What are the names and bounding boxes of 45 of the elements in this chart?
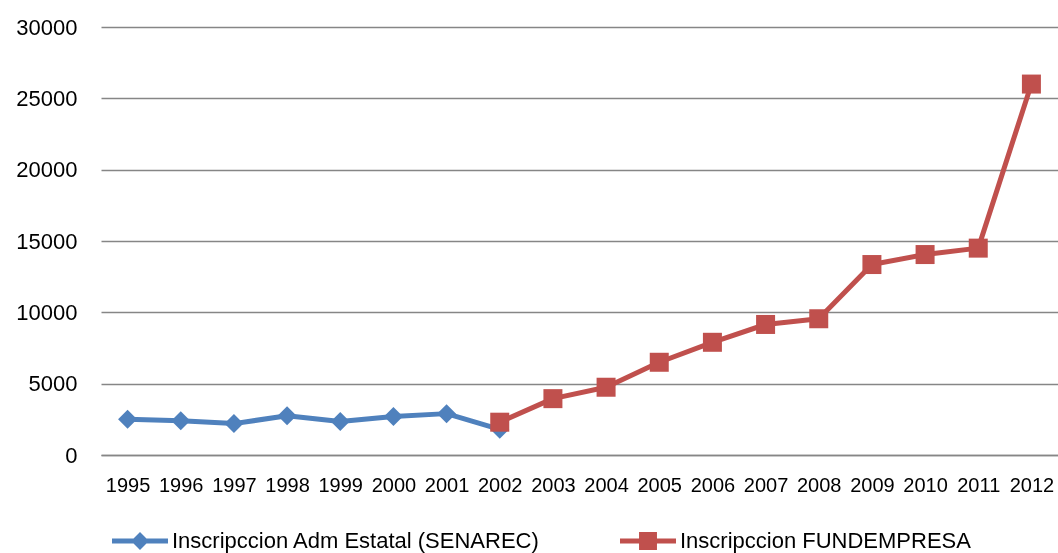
x-tick-label: 2004	[584, 473, 629, 496]
y-tick-label: 30000	[16, 14, 78, 40]
x-tick-label: 2006	[690, 473, 736, 496]
point	[596, 377, 616, 397]
point	[330, 411, 350, 431]
x-tick-label: 2007	[743, 473, 789, 496]
point	[915, 245, 935, 265]
point	[224, 414, 244, 434]
point	[437, 404, 457, 424]
point	[649, 352, 669, 372]
y-tick-label: 25000	[16, 85, 78, 111]
y-tick-label: 15000	[16, 228, 78, 254]
x-tick-label: 2008	[797, 473, 842, 496]
x-tick-label: 2001	[424, 473, 470, 496]
point	[383, 406, 403, 426]
point	[809, 309, 829, 329]
x-tick-label: 1997	[212, 473, 257, 496]
x-tick-label: 1996	[159, 473, 204, 496]
x-tick-label: 2005	[637, 473, 682, 496]
point	[1021, 74, 1041, 94]
x-tick-label: 2011	[957, 473, 1001, 496]
point	[490, 412, 510, 432]
x-tick-label: 2003	[531, 473, 576, 496]
y-tick-label: 5000	[28, 371, 78, 397]
point	[171, 411, 191, 431]
x-tick-label: 2012	[1009, 473, 1055, 496]
x-tick-label: 1998	[265, 473, 310, 496]
point	[277, 406, 297, 426]
x-tick-label: 1999	[318, 473, 363, 496]
point	[968, 238, 988, 258]
legend-label: Inscripccion Adm Estatal (SENAREC)	[172, 528, 539, 553]
x-tick-label: 1995	[105, 473, 151, 496]
x-tick-label: 2000	[371, 473, 417, 496]
x-tick-label: 2002	[478, 473, 523, 496]
point	[756, 314, 776, 334]
y-tick-label: 0	[65, 442, 78, 468]
point	[118, 409, 138, 429]
x-tick-label: 2009	[850, 473, 895, 496]
x-tick-label: 2010	[903, 473, 948, 496]
point	[862, 255, 882, 275]
point	[543, 389, 563, 409]
point	[702, 332, 722, 352]
y-tick-label: 20000	[16, 157, 78, 183]
legend-label: Inscripccion FUNDEMPRESA	[680, 528, 972, 553]
y-tick-label: 10000	[16, 299, 78, 325]
